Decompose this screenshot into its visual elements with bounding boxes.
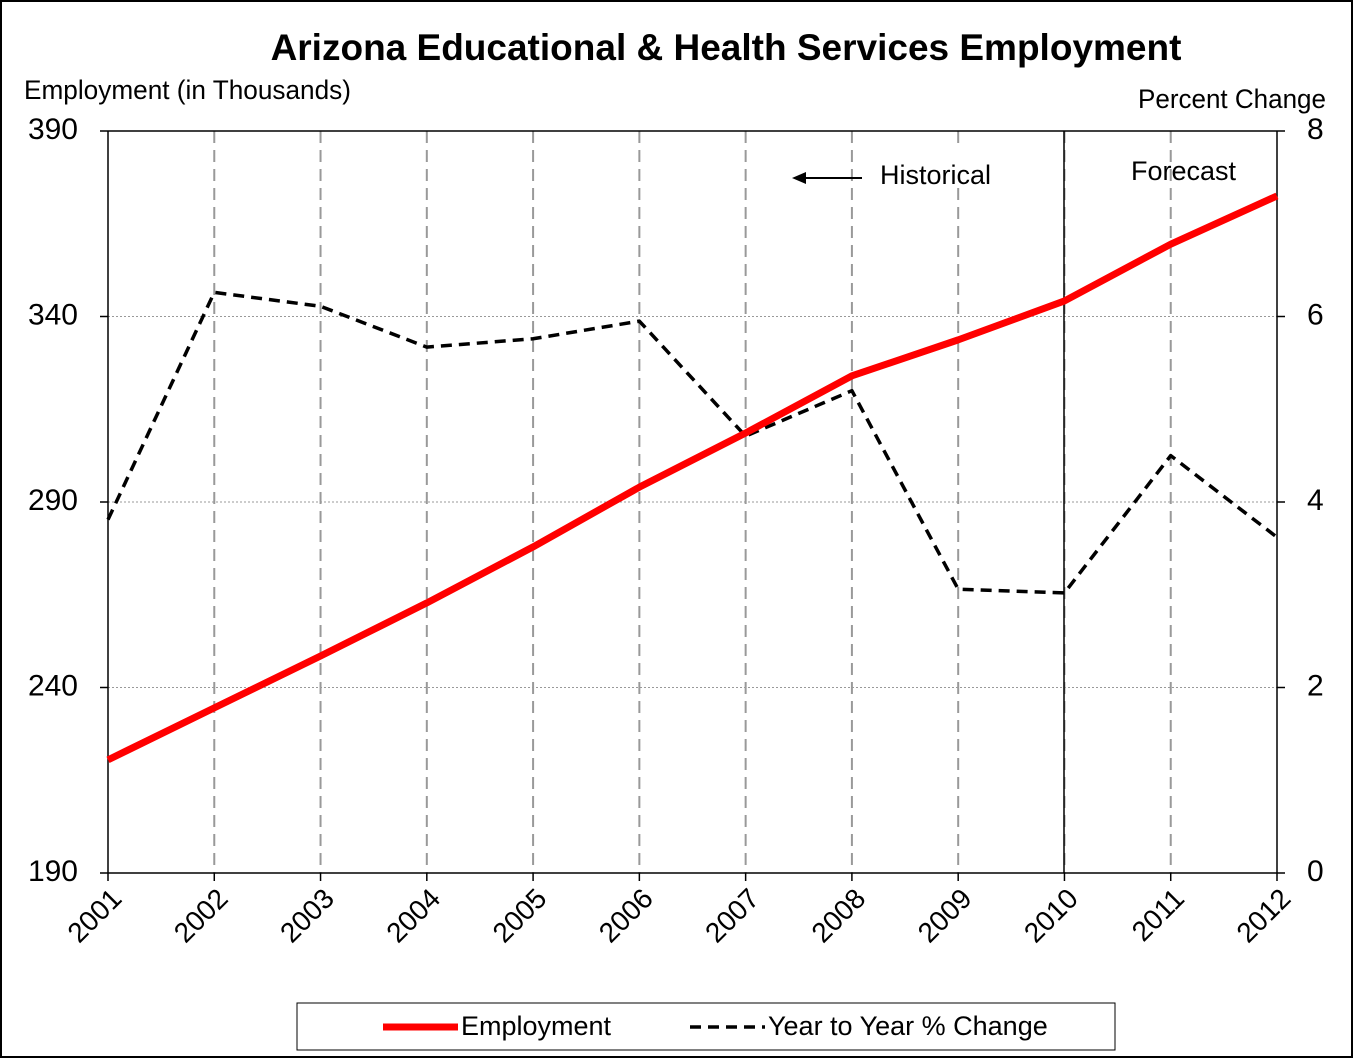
annotation: Forecast [1131,156,1237,186]
series-line [106,290,1279,595]
arrow-head [792,172,806,184]
y2-tick-label: 6 [1307,298,1324,331]
y-tick-label: 190 [28,855,78,888]
annotation-bg [870,150,1020,186]
legend-label: Employment [461,1011,612,1041]
y2-tick-label: 8 [1307,113,1324,146]
y2-axis-label: Percent Change [1138,84,1326,114]
y-axis-label: Employment (in Thousands) [24,75,351,105]
y2-tick-label: 0 [1307,855,1324,888]
y-tick-label: 340 [28,298,78,331]
y-tick-label: 290 [28,484,78,517]
y-tick-label: 390 [28,113,78,146]
y2-tick-label: 4 [1307,484,1324,517]
annotation: Historical [880,160,991,190]
legend-label: Year to Year % Change [768,1011,1048,1041]
chart-title: Arizona Educational & Health Services Em… [271,27,1182,68]
series-line [106,192,1279,763]
y2-tick-label: 2 [1307,669,1324,702]
y-tick-label: 240 [28,669,78,702]
